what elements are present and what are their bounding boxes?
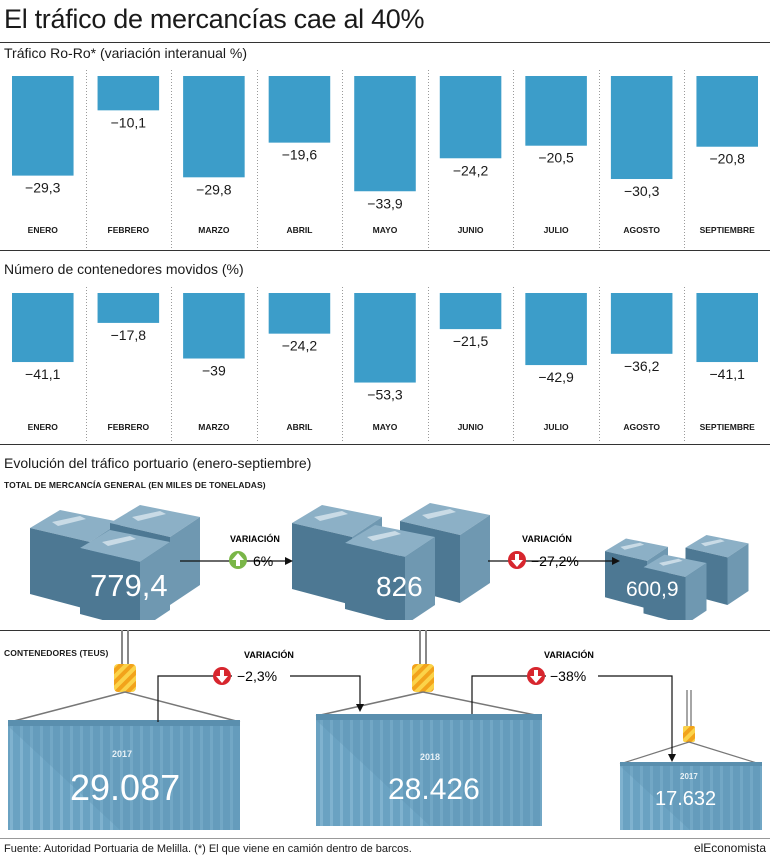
category-label: JUNIO bbox=[458, 422, 484, 432]
category-label: ABRIL bbox=[286, 225, 312, 235]
container-2-year: 2018 bbox=[420, 752, 440, 762]
container-1 bbox=[8, 720, 240, 830]
bar-junio bbox=[439, 76, 502, 159]
bar-junio bbox=[439, 293, 502, 330]
general-bottom-rule bbox=[0, 630, 770, 631]
chart1-ro-ro: −29,3 ENERO −10,1 FEBRERO −29,8 MARZO −19,6 ABR… bbox=[12, 70, 758, 248]
category-label: JUNIO bbox=[458, 225, 484, 235]
bar-septiembre bbox=[696, 76, 758, 147]
general-value-3: 600,9 bbox=[626, 578, 679, 601]
category-label: AGOSTO bbox=[623, 225, 660, 235]
general-value-1: 779,4 bbox=[90, 568, 168, 603]
containers-illustration: 2017 29.087 2018 28.426 2017 17.632 VARI… bbox=[8, 630, 762, 830]
general-variation-1-value: 6% bbox=[253, 553, 273, 569]
data-label: −36,2 bbox=[624, 358, 660, 374]
category-label: ABRIL bbox=[286, 422, 312, 432]
category-label: MAYO bbox=[373, 225, 398, 235]
category-label: SEPTIEMBRE bbox=[700, 422, 756, 432]
data-label: −41,1 bbox=[710, 366, 746, 382]
container-1-value: 29.087 bbox=[70, 767, 180, 808]
general-variation-1-label: VARIACIÓN bbox=[230, 533, 280, 544]
data-label: −29,3 bbox=[25, 180, 61, 196]
bar-enero bbox=[12, 293, 74, 363]
general-cargo-label: TOTAL DE MERCANCÍA GENERAL (EN MILES DE … bbox=[4, 480, 266, 490]
brand-logo: elEconomista bbox=[693, 841, 766, 855]
chart1-title: Tráfico Ro-Ro* (variación interanual %) bbox=[4, 45, 248, 61]
category-label: MARZO bbox=[198, 422, 230, 432]
crane-hook-1 bbox=[9, 630, 241, 723]
data-label: −21,5 bbox=[453, 333, 489, 349]
data-label: −29,8 bbox=[196, 181, 232, 197]
category-label: AGOSTO bbox=[623, 422, 660, 432]
footer-rule bbox=[0, 838, 770, 839]
category-label: MARZO bbox=[198, 225, 230, 235]
title-rule bbox=[0, 42, 770, 43]
container-3-year: 2017 bbox=[680, 772, 698, 781]
data-label: −20,5 bbox=[538, 150, 574, 166]
bar-agosto bbox=[610, 293, 673, 354]
data-label: −19,6 bbox=[282, 147, 318, 163]
bar-mayo bbox=[354, 293, 416, 383]
chart2-title: Número de contenedores movidos (%) bbox=[4, 261, 244, 277]
crane-hook-2 bbox=[315, 630, 541, 717]
bar-julio bbox=[525, 76, 587, 146]
bar-marzo bbox=[183, 76, 245, 178]
containers-label: CONTENEDORES (TEUS) bbox=[4, 648, 109, 658]
chart2-bottom-rule bbox=[0, 444, 770, 445]
general-cargo-illustration: 779,4 826 600,9 VARIACIÓN 6% VARIACIÓN −… bbox=[30, 503, 749, 620]
containers-variation-2-label: VARIACIÓN bbox=[544, 649, 594, 660]
category-label: MAYO bbox=[373, 422, 398, 432]
bar-febrero bbox=[97, 76, 160, 111]
bar-abril bbox=[268, 76, 331, 143]
crane-hook-3 bbox=[619, 690, 761, 765]
category-label: JULIO bbox=[544, 422, 569, 432]
bar-agosto bbox=[610, 76, 673, 180]
bar-septiembre bbox=[696, 293, 758, 363]
general-variation-2-value: −27,2% bbox=[531, 553, 579, 569]
category-label: FEBRERO bbox=[108, 422, 150, 432]
data-label: −17,8 bbox=[111, 327, 147, 343]
data-label: −33,9 bbox=[367, 195, 403, 211]
data-label: −39 bbox=[202, 363, 226, 379]
containers-variation-1-value: −2,3% bbox=[237, 668, 277, 684]
bar-abril bbox=[268, 293, 331, 334]
bar-marzo bbox=[183, 293, 245, 359]
page-title: El tráfico de mercancías cae al 40% bbox=[4, 4, 425, 34]
data-label: −24,2 bbox=[282, 338, 318, 354]
bar-julio bbox=[525, 293, 587, 366]
container-2-value: 28.426 bbox=[388, 773, 480, 806]
containers-variation-2-value: −38% bbox=[550, 668, 586, 684]
data-label: −42,9 bbox=[538, 369, 574, 385]
container-1-year: 2017 bbox=[112, 749, 132, 759]
evolution-title: Evolución del tráfico portuario (enero-s… bbox=[4, 455, 312, 471]
category-label: JULIO bbox=[544, 225, 569, 235]
bar-febrero bbox=[97, 293, 160, 323]
bar-enero bbox=[12, 76, 74, 176]
chart1-bottom-rule bbox=[0, 250, 770, 251]
category-label: SEPTIEMBRE bbox=[700, 225, 756, 235]
chart2-contenedores: −41,1 ENERO −17,8 FEBRERO −39 MARZO −24,2 ABRIL… bbox=[12, 287, 758, 442]
category-label: ENERO bbox=[28, 225, 59, 235]
container-3 bbox=[620, 762, 762, 830]
data-label: −10,1 bbox=[111, 114, 147, 130]
general-variation-2-label: VARIACIÓN bbox=[522, 533, 572, 544]
category-label: ENERO bbox=[28, 422, 59, 432]
data-label: −24,2 bbox=[453, 162, 489, 178]
general-value-2: 826 bbox=[376, 571, 423, 602]
container-3-value: 17.632 bbox=[655, 788, 716, 810]
data-label: −41,1 bbox=[25, 366, 61, 382]
box-group-2 bbox=[292, 503, 490, 620]
data-label: −53,3 bbox=[367, 387, 403, 403]
category-label: FEBRERO bbox=[108, 225, 150, 235]
data-label: −20,8 bbox=[710, 151, 746, 167]
data-label: −30,3 bbox=[624, 183, 660, 199]
containers-variation-1-label: VARIACIÓN bbox=[244, 649, 294, 660]
container-2 bbox=[316, 714, 542, 826]
source-note: Fuente: Autoridad Portuaria de Melilla. … bbox=[4, 843, 412, 855]
bar-mayo bbox=[354, 76, 416, 192]
